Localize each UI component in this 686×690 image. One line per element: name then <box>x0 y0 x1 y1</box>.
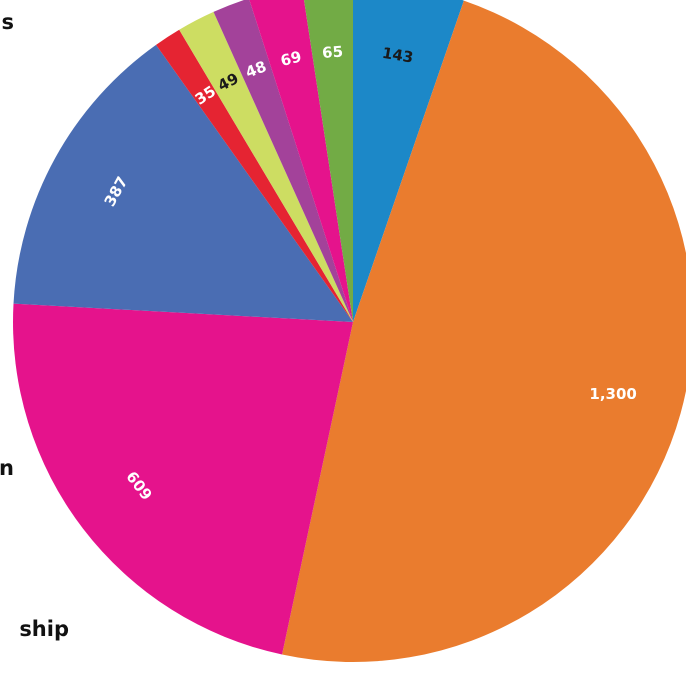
category-label-clipped-bottom: ship <box>19 617 69 641</box>
pie-slice-4 <box>156 29 353 323</box>
pie-slice-8 <box>304 0 353 322</box>
pie-slice-7 <box>249 0 353 322</box>
pie-slice-2 <box>13 303 353 655</box>
pie-slice-3 <box>13 44 353 323</box>
pie-slice-0 <box>353 0 464 322</box>
pie-slice-label-1: 1,300 <box>589 385 636 403</box>
pie-slice-label-8: 65 <box>322 43 344 63</box>
pie-slice-label-7: 69 <box>279 48 303 70</box>
pie-slices <box>13 0 686 662</box>
category-label-clipped-middle: n <box>0 456 14 480</box>
pie-slice-1 <box>282 0 686 662</box>
pie-slice-5 <box>179 11 353 323</box>
pie-slice-label-0: 143 <box>381 44 415 67</box>
pie-slice-6 <box>213 0 353 322</box>
category-label-clipped-top: s <box>1 10 15 34</box>
